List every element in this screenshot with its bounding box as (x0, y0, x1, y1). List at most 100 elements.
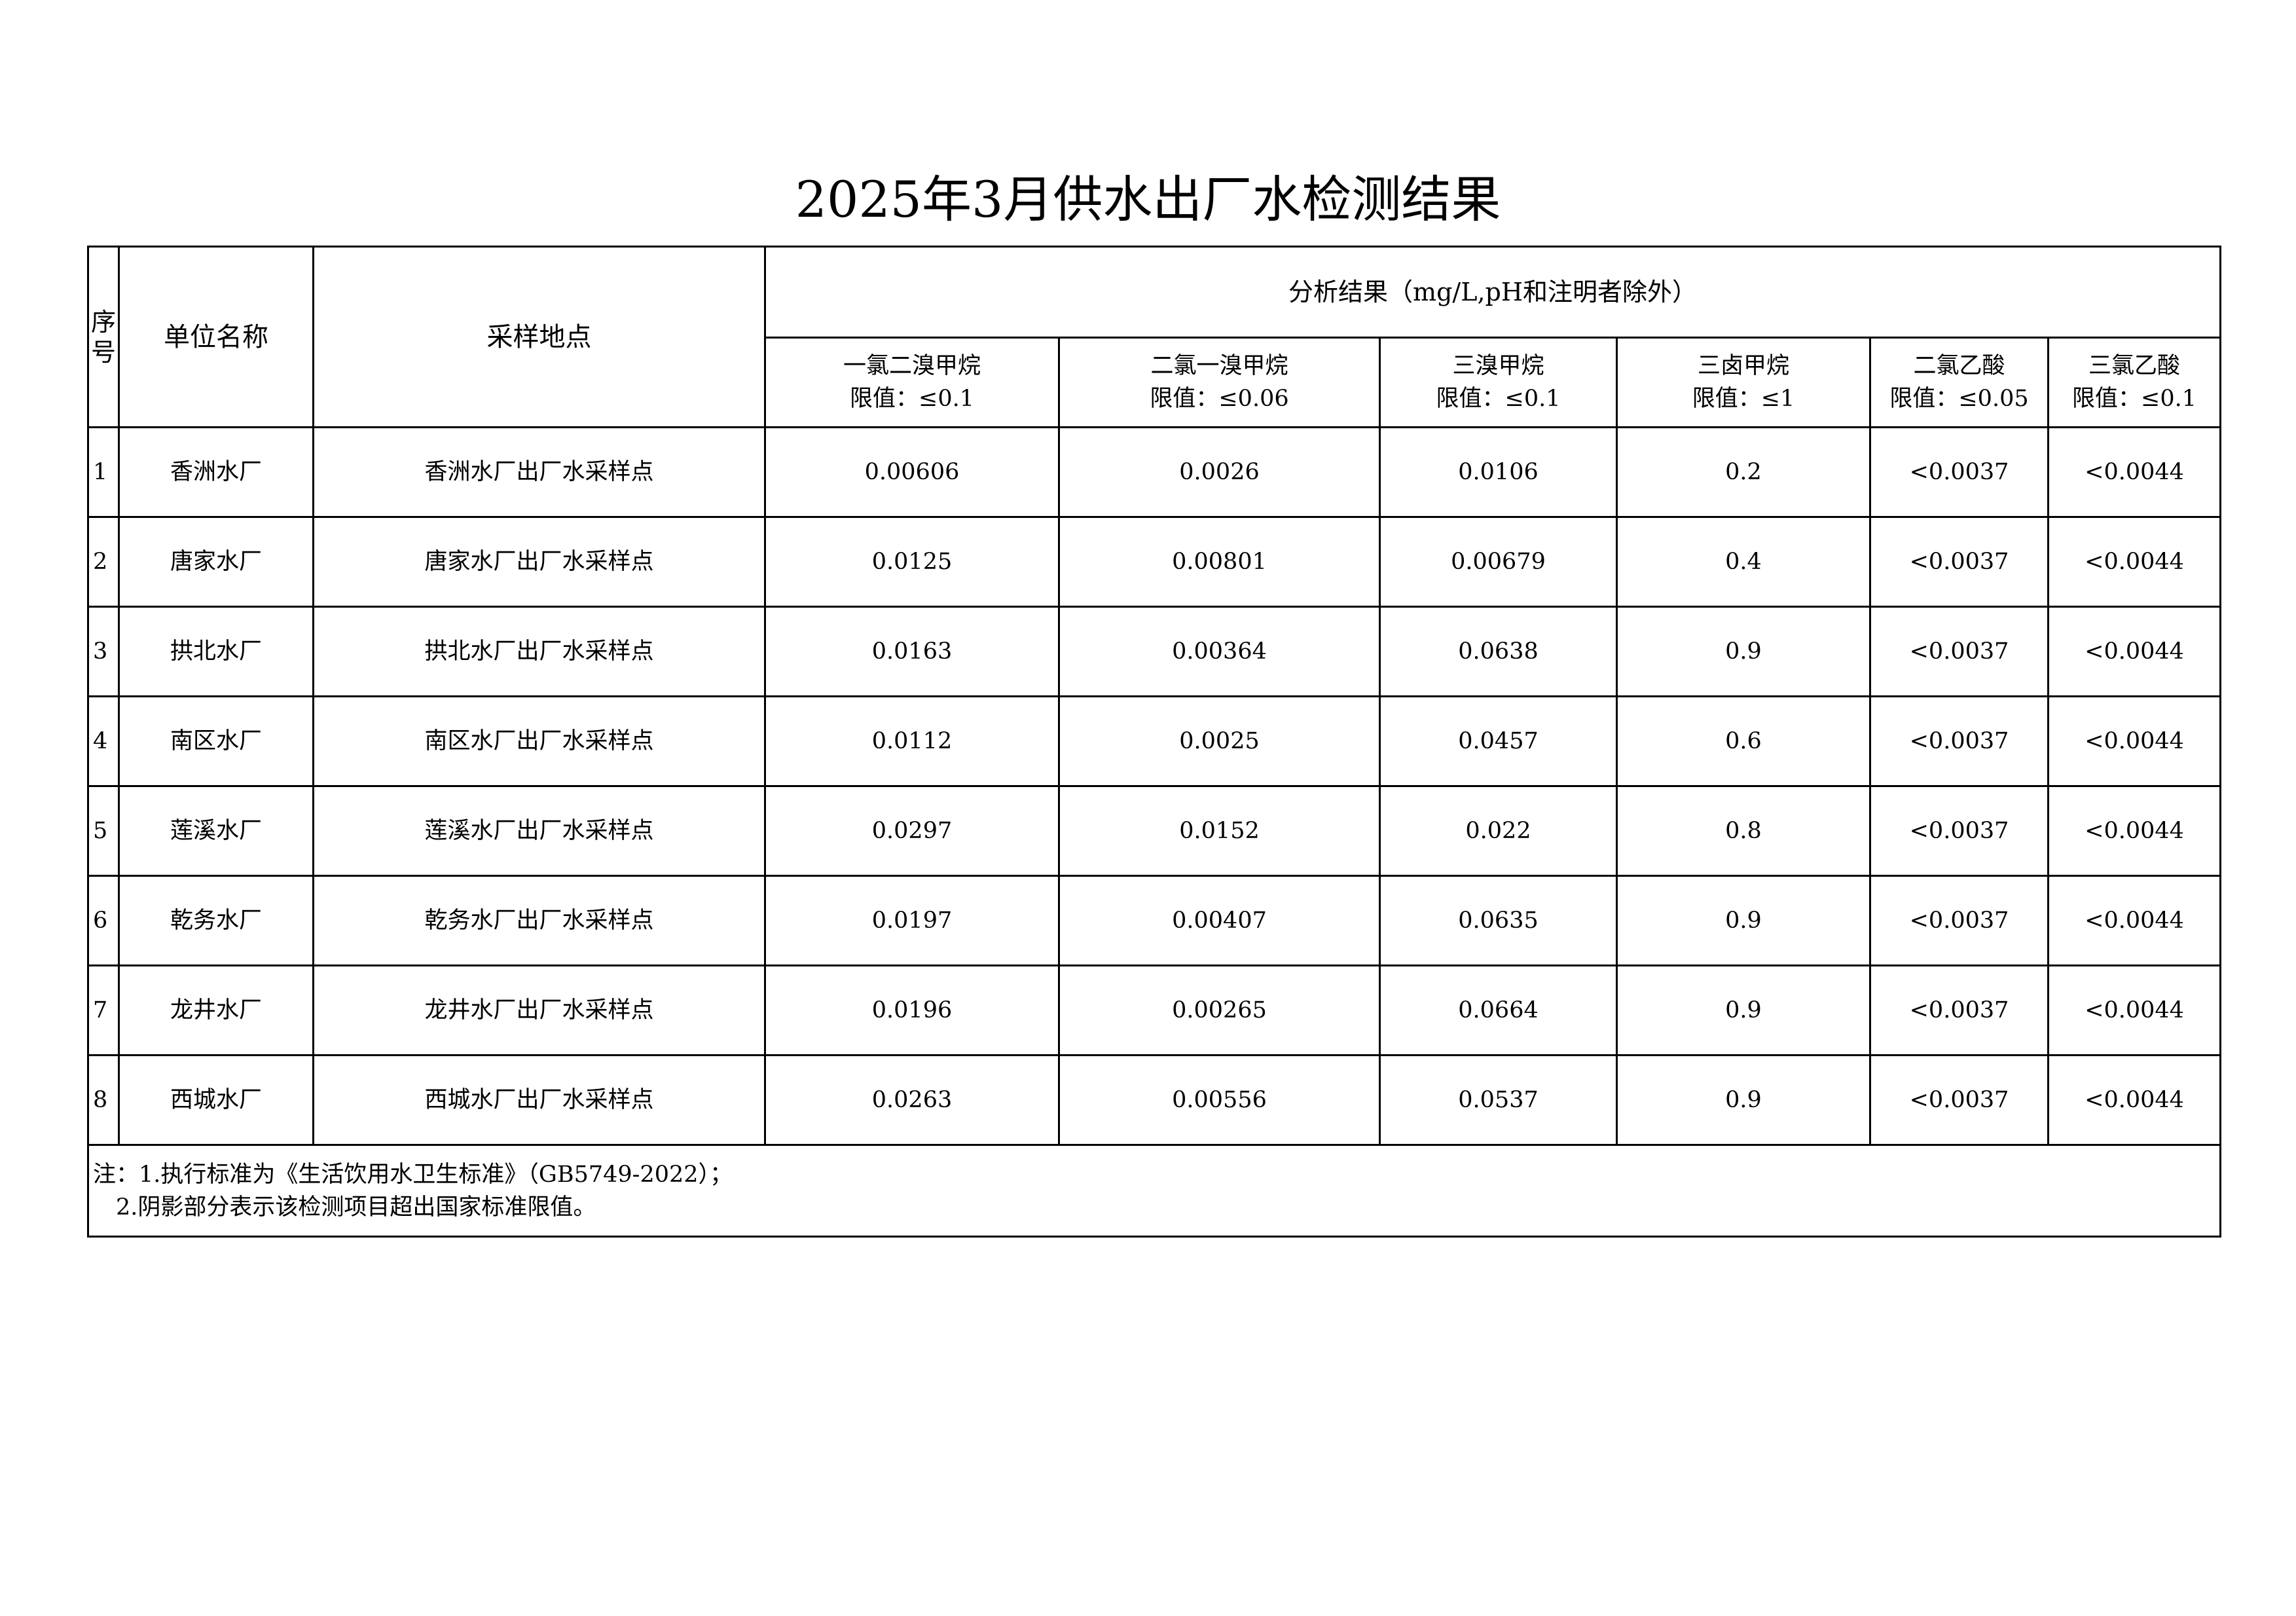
cell-value: 0.00606 (764, 426, 1060, 518)
cell-value: 0.2 (1616, 426, 1871, 518)
header-param: 三氯乙酸限值：≤0.1 (2047, 337, 2222, 428)
cell-value: 0.8 (1616, 785, 1871, 877)
cell-value: 0.0196 (764, 964, 1060, 1056)
cell-unit: 龙井水厂 (118, 964, 314, 1056)
cell-value: 0.4 (1616, 516, 1871, 608)
notes-row: 注：1.执行标准为《生活饮用水卫生标准》（GB5749-2022）； 2.阴影部… (86, 1144, 2222, 1238)
header-param: 一氯二溴甲烷 限值：≤0.1 (764, 337, 1060, 428)
header-site: 采样地点 (312, 246, 766, 428)
cell-value: <0.0037 (1869, 964, 2049, 1056)
notes: 注：1.执行标准为《生活饮用水卫生标准》（GB5749-2022）； 2.阴影部… (86, 1144, 2222, 1238)
cell-unit: 莲溪水厂 (118, 785, 314, 877)
cell-value: 0.9 (1616, 1054, 1871, 1146)
cell-value: <0.0044 (2047, 695, 2222, 787)
table-row: 8 西城水厂 西城水厂出厂水采样点 0.0263 0.00556 0.0537 0.9 <0.… (87, 1054, 2222, 1146)
cell-unit: 南区水厂 (118, 695, 314, 787)
note-1: 注：1.执行标准为《生活饮用水卫生标准》（GB5749-2022）； (93, 1161, 733, 1188)
cell-unit: 西城水厂 (118, 1054, 314, 1146)
cell-value: 0.00679 (1379, 516, 1618, 608)
cell-unit: 香洲水厂 (118, 426, 314, 518)
param-limit: 限值：≤0.06 (1150, 386, 1289, 412)
header-row-1: 序号 单位名称 采样地点 分析结果（mg/L,pH和注明者除外） (87, 246, 2222, 428)
cell-value: 0.0106 (1379, 426, 1618, 518)
cell-value: <0.0044 (2047, 964, 2222, 1056)
cell-value: 0.0026 (1058, 426, 1381, 518)
cell-value: 0.0457 (1379, 695, 1618, 787)
cell-value: <0.0037 (1869, 875, 2049, 966)
cell-value: <0.0044 (2047, 875, 2222, 966)
header-param: 三溴甲烷限值：≤0.1 (1379, 337, 1618, 428)
cell-value: 0.9 (1616, 606, 1871, 697)
param-limit: 限值：≤0.1 (2072, 386, 2197, 412)
header-row-2: 一氯二溴甲烷 限值：≤0.1 二氯一溴甲烷 限值：≤0.06 三溴甲烷 限值：≤0.1 三卤… (88, 337, 2222, 428)
cell-value: 0.0025 (1058, 695, 1381, 787)
param-limit: 限值：≤0.05 (1889, 386, 2029, 412)
results-table: 序号 单位名称 采样地点 分析结果（mg/L,pH和注明者除外） 一氯二溴甲烷限… (86, 246, 2222, 1238)
cell-value: 0.0664 (1379, 964, 1618, 1056)
cell-value: 0.0112 (764, 695, 1060, 787)
param-name: 三氯乙酸 (2088, 353, 2181, 379)
header-unit: 单位名称 (118, 246, 314, 428)
cell-value: <0.0037 (1869, 516, 2049, 608)
cell-value: 0.00801 (1058, 516, 1381, 608)
cell-value: <0.0037 (1869, 606, 2049, 697)
header-param: 三卤甲烷 限值：≤1 (1616, 337, 1871, 428)
param-name: 三溴甲烷 (1452, 353, 1544, 379)
cell-value: 0.9 (1616, 875, 1871, 966)
param-name: 二氯乙酸 (1913, 353, 2005, 379)
cell-value: 0.0163 (764, 606, 1060, 697)
cell-seq: 1 (87, 426, 120, 518)
cell-site: 拱北水厂出厂水采样点 (312, 606, 766, 697)
cell-value: <0.0037 (1869, 426, 2049, 518)
cell-value: <0.0044 (2047, 426, 2222, 518)
cell-value: 0.6 (1616, 695, 1871, 787)
cell-site: 西城水厂出厂水采样点 (312, 1054, 766, 1146)
cell-value: 0.022 (1379, 785, 1618, 877)
cell-value: <0.0044 (2047, 516, 2222, 608)
param-limit: 限值：≤1 (1692, 386, 1795, 412)
cell-value: 0.0537 (1379, 1054, 1618, 1146)
cell-unit: 拱北水厂 (118, 606, 314, 697)
cell-value: <0.0037 (1869, 695, 2049, 787)
cell-value: <0.0037 (1869, 1054, 2049, 1146)
cell-value: <0.0037 (1869, 785, 2049, 877)
param-limit: 限值：≤0.1 (1436, 386, 1561, 412)
cell-value: 0.0263 (764, 1054, 1060, 1146)
header-param: 二氯乙酸限值：≤0.05 (1869, 337, 2049, 428)
cell-value: 0.0635 (1379, 875, 1618, 966)
cell-seq: 2 (87, 516, 120, 608)
table-row: 3 拱北水厂 拱北水厂出厂水采样点 0.0163 0.00364 0.0638 0.9 <0.… (87, 606, 2222, 697)
cell-value: 0.0297 (764, 785, 1060, 877)
cell-seq: 3 (87, 606, 120, 697)
table-row: 2 唐家水厂 唐家水厂出厂水采样点 0.0125 0.00801 0.00679 0.4 <0… (87, 516, 2222, 608)
header-seq: 序号 (87, 246, 120, 428)
cell-value: 0.00364 (1058, 606, 1381, 697)
cell-site: 乾务水厂出厂水采样点 (312, 875, 766, 966)
cell-site: 南区水厂出厂水采样点 (312, 695, 766, 787)
table-row: 7 龙井水厂 龙井水厂出厂水采样点 0.0196 0.00265 0.0664 0.9 <0.… (87, 964, 2222, 1056)
param-name: 二氯一溴甲烷 (1150, 353, 1288, 379)
cell-value: 0.00407 (1058, 875, 1381, 966)
table-row: 6 乾务水厂 乾务水厂出厂水采样点 0.0197 0.00407 0.0635 0.9 <0.… (87, 875, 2222, 966)
page-title: 2025年3月供水出厂水检测结果 (795, 170, 1501, 229)
cell-unit: 唐家水厂 (118, 516, 314, 608)
cell-seq: 4 (87, 695, 120, 787)
table-row: 5 莲溪水厂 莲溪水厂出厂水采样点 0.0297 0.0152 0.022 0.8 <0.00… (87, 785, 2222, 877)
table-row: 1 香洲水厂 香洲水厂出厂水采样点 0.00606 0.0026 0.0106 0.2 <0.… (87, 426, 2222, 518)
cell-value: <0.0044 (2047, 785, 2222, 877)
cell-value: 0.00556 (1058, 1054, 1381, 1146)
header-analysis: 分析结果（mg/L,pH和注明者除外） (763, 246, 2222, 339)
cell-site: 唐家水厂出厂水采样点 (312, 516, 766, 608)
cell-value: <0.0044 (2047, 606, 2222, 697)
cell-value: 0.0152 (1058, 785, 1381, 877)
cell-site: 香洲水厂出厂水采样点 (312, 426, 766, 518)
cell-value: <0.0044 (2047, 1054, 2222, 1146)
cell-value: 0.9 (1616, 964, 1871, 1056)
cell-seq: 5 (87, 785, 120, 877)
cell-value: 0.0125 (764, 516, 1060, 608)
header-param: 二氯一溴甲烷 限值：≤0.06 (1058, 337, 1381, 428)
cell-value: 0.0638 (1379, 606, 1618, 697)
note-2: 2.阴影部分表示该检测项目超出国家标准限值。 (93, 1194, 596, 1221)
param-limit: 限值：≤0.1 (850, 386, 974, 412)
cell-site: 莲溪水厂出厂水采样点 (312, 785, 766, 877)
